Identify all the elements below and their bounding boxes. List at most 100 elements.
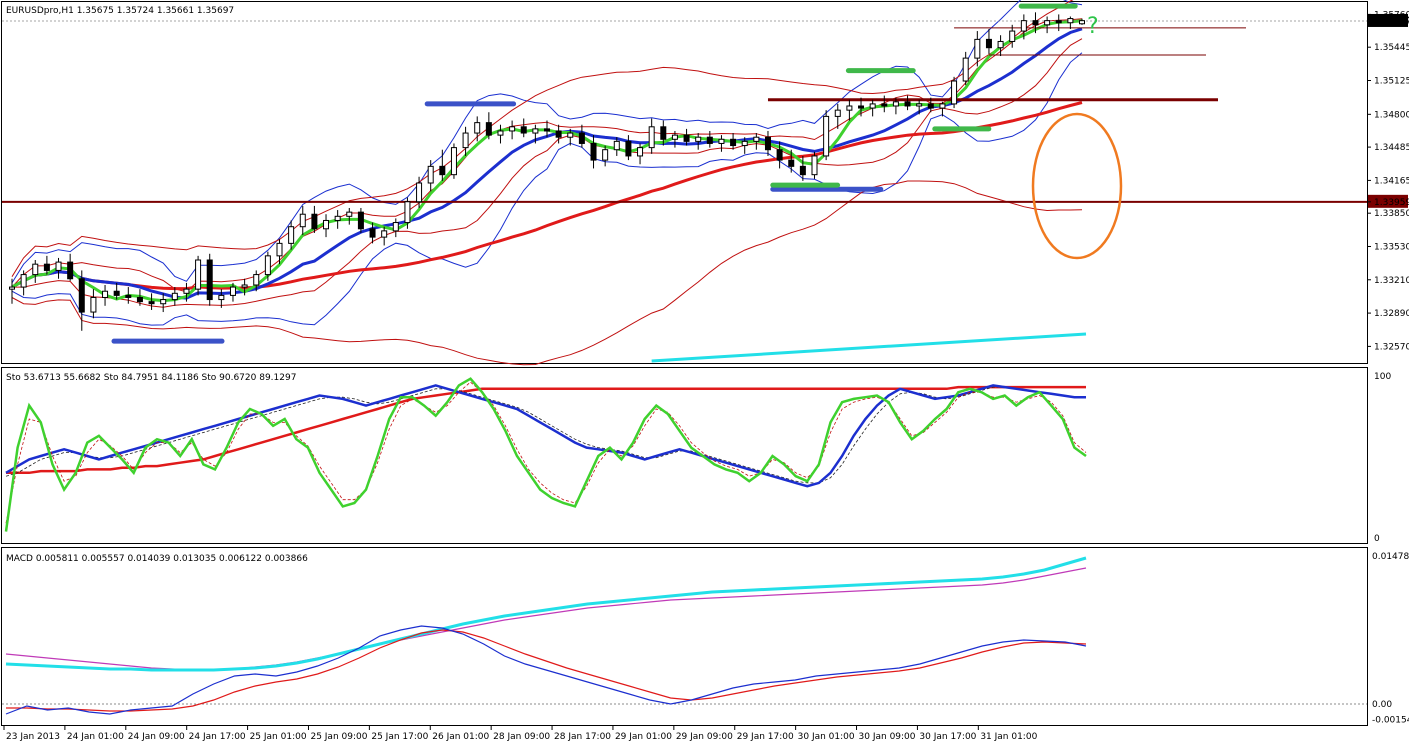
candle-body <box>311 213 318 230</box>
price-tick-label: 1.35697 <box>1374 17 1409 27</box>
ma-green-line <box>11 19 1083 303</box>
candle-body <box>648 126 655 149</box>
candle-body <box>962 57 969 82</box>
candle-body <box>264 255 271 276</box>
price-tick-label: 1.34485 <box>1374 143 1409 153</box>
stoch-fast-green-line <box>4 377 1087 532</box>
candle-body <box>67 261 74 280</box>
time-tick-label: 25 Jan 01:00 <box>250 732 307 742</box>
bollinger-upper-line <box>11 0 1083 284</box>
macd-panel-frame <box>1 547 1368 726</box>
candle-body <box>602 149 609 161</box>
time-tick-label: 30 Jan 09:00 <box>859 732 916 742</box>
candle-body <box>578 132 585 144</box>
candle-body <box>136 296 143 303</box>
candle-body <box>590 142 597 161</box>
time-tick-label: 25 Jan 17:00 <box>371 732 428 742</box>
stoch-panel-frame <box>1 367 1368 544</box>
macd-red-line <box>6 629 1087 712</box>
stoch-mid-signal-line <box>5 386 1086 484</box>
candle-body <box>799 165 806 176</box>
candle-body <box>625 140 632 157</box>
candle-body <box>509 126 516 132</box>
time-tick-label: 23 Jan 2013 <box>6 732 60 742</box>
candle-body <box>741 140 748 147</box>
candle-body <box>671 134 678 140</box>
candle-body <box>788 159 795 167</box>
time-tick-label: 29 Jan 17:00 <box>737 732 794 742</box>
candle-body <box>171 292 178 301</box>
time-tick-label: 29 Jan 09:00 <box>676 732 733 742</box>
time-tick-label: 26 Jan 01:00 <box>432 732 489 742</box>
stoch-mid-blue-line <box>5 384 1086 488</box>
level-price-tag <box>1368 194 1408 208</box>
candle-body <box>1009 30 1016 42</box>
stoch-header: Sto 53.6713 55.6682 Sto 84.7951 84.1186 … <box>6 373 296 383</box>
ma-red-line <box>11 101 1083 291</box>
time-tick-label: 25 Jan 09:00 <box>310 732 367 742</box>
envelope-lower-line <box>11 180 1083 366</box>
macd-layer <box>2 556 1367 715</box>
candle-body <box>1020 20 1027 32</box>
candle-body <box>474 122 481 134</box>
time-tick-label: 29 Jan 01:00 <box>615 732 672 742</box>
candle-body <box>869 103 876 109</box>
candle-body <box>706 136 713 144</box>
ma-blue-line <box>11 27 1083 300</box>
candle-body <box>904 101 911 107</box>
price-tick-label: 1.32890 <box>1374 309 1409 319</box>
price-tick-label: 1.33959 <box>1374 198 1409 208</box>
candle-body <box>997 40 1004 49</box>
time-tick-label: 24 Jan 09:00 <box>128 732 185 742</box>
candle-body <box>764 136 771 151</box>
candle-body <box>369 228 376 238</box>
candle-body <box>916 103 923 107</box>
candle-body <box>1055 20 1062 24</box>
price-tick-label: 1.34165 <box>1374 176 1409 186</box>
candle-body <box>253 274 260 286</box>
candle-body <box>276 242 283 257</box>
candle-body <box>195 259 202 290</box>
candle-body <box>241 284 248 288</box>
band-inner-upper-line <box>11 18 1083 293</box>
candle-body <box>288 226 295 244</box>
candle-body <box>20 274 27 288</box>
ma-cyan-line <box>651 332 1087 363</box>
candle-body <box>229 286 236 296</box>
candle-body <box>160 299 167 305</box>
candle-body <box>439 165 446 176</box>
candle-body <box>32 263 39 276</box>
candle-body <box>939 103 946 109</box>
candle-body <box>1032 20 1039 26</box>
candle-body <box>730 138 737 147</box>
candle-body <box>43 263 50 271</box>
price-tick-label: 1.35125 <box>1374 76 1409 86</box>
time-tick-label: 28 Jan 09:00 <box>493 732 550 742</box>
candle-body <box>1044 20 1051 26</box>
time-tick-label: 24 Jan 01:00 <box>67 732 124 742</box>
candle-body <box>485 122 492 136</box>
macd-cyan-line <box>5 556 1087 672</box>
time-tick-label: 31 Jan 01:00 <box>980 732 1037 742</box>
candle-body <box>660 126 667 140</box>
stoch-slow-red-line <box>6 385 1086 475</box>
envelope-upper-line <box>11 0 1074 277</box>
candle-body <box>90 296 97 313</box>
stochastic-layer <box>4 377 1087 532</box>
candle-body <box>125 294 132 298</box>
time-tick-label: 30 Jan 01:00 <box>798 732 855 742</box>
candle-body <box>218 294 225 301</box>
macd-blue-line <box>5 625 1087 715</box>
candle-body <box>102 290 109 298</box>
candle-body <box>846 105 853 111</box>
candle-body <box>683 134 690 142</box>
candle-body <box>183 288 190 294</box>
macd-tick-label: 0.014781 <box>1372 552 1409 562</box>
current-price-tag <box>1368 13 1408 27</box>
candle-body <box>346 211 353 217</box>
candle-body <box>695 136 702 142</box>
macd-tick-label: -0.00154 <box>1372 715 1409 725</box>
candle-body <box>951 80 958 105</box>
candle-body <box>78 278 85 313</box>
candle-body <box>858 105 865 109</box>
